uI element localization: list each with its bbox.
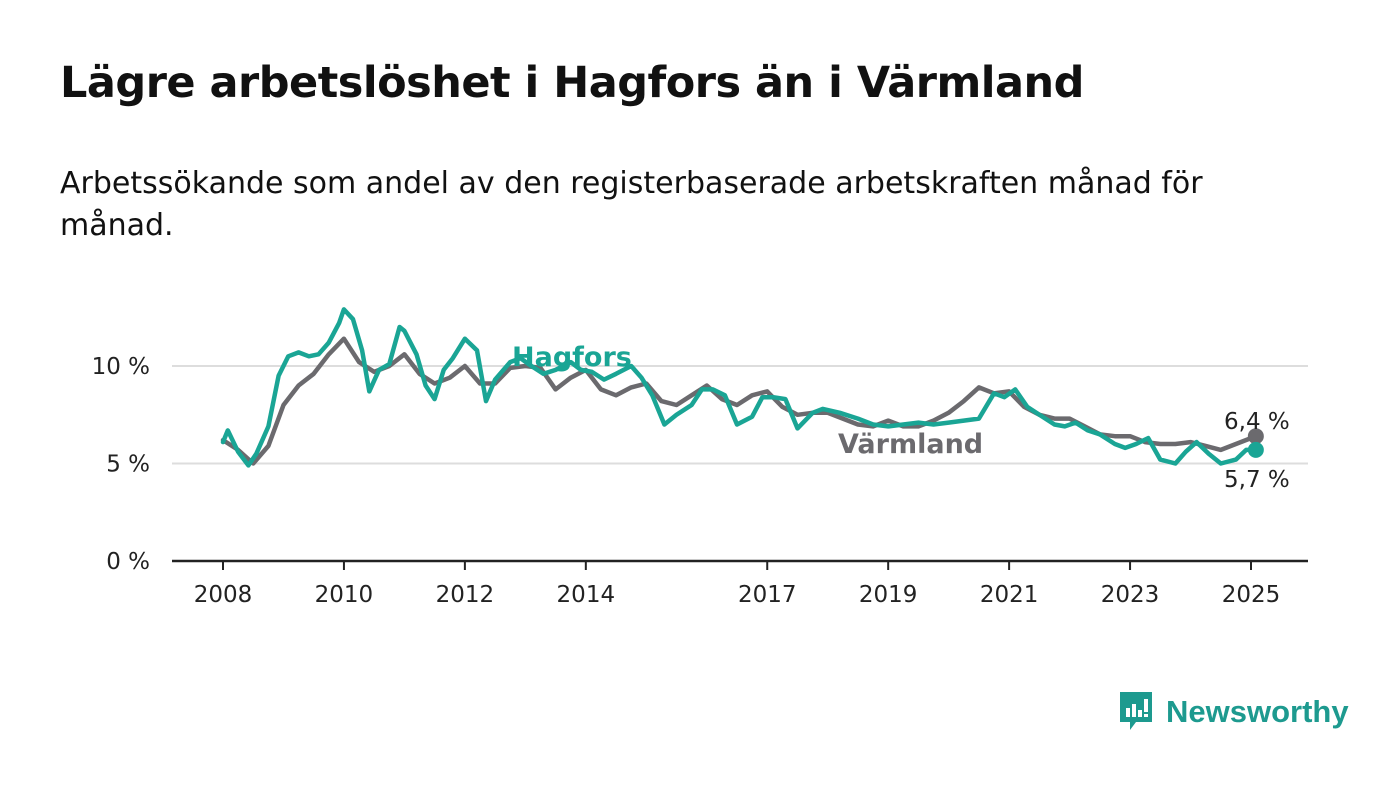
gridlines [172,365,1308,563]
x-tick-label: 2017 [738,582,797,608]
series-label-hagfors: Hagfors [512,342,632,373]
newsworthy-logo: Newsworthy [1118,690,1349,734]
x-tick-label: 2025 [1222,582,1281,608]
x-tick-label: 2012 [436,582,495,608]
y-tick-label: 5 % [106,452,150,478]
series-lines [220,307,1264,468]
end-point-hagfors [1247,441,1264,458]
end-point-varmland [1247,428,1264,445]
x-tick-label: 2014 [557,582,616,608]
end-label-varmland: 6,4 % [1224,409,1290,435]
chart-title: Lägre arbetslöshet i Hagfors än i Värmla… [60,58,1084,108]
chart-subtitle: Arbetssökande som andel av den registerb… [60,166,1203,243]
x-tick-label: 2019 [859,582,918,608]
series-line-varmland [220,336,1259,466]
x-tick-label: 2010 [315,582,374,608]
newsworthy-logo-text: Newsworthy [1166,694,1349,729]
x-tick-label: 2008 [194,582,253,608]
series-label-varmland: Värmland [838,429,983,460]
y-axis-ticks: 0 % 5 % 10 % [92,354,150,575]
series-line-hagfors [220,307,1259,468]
x-axis-ticks: 2008 2010 2012 2014 2017 2019 2021 2023 2025 [194,561,1281,608]
newsworthy-logo-icon [1120,692,1152,730]
end-label-hagfors: 5,7 % [1224,467,1290,493]
x-tick-label: 2021 [980,582,1039,608]
y-tick-label: 0 % [106,549,150,575]
x-tick-label: 2023 [1101,582,1160,608]
series-labels: Hagfors Värmland 6,4 % 5,7 % [512,342,1290,493]
y-tick-label: 10 % [92,354,150,380]
